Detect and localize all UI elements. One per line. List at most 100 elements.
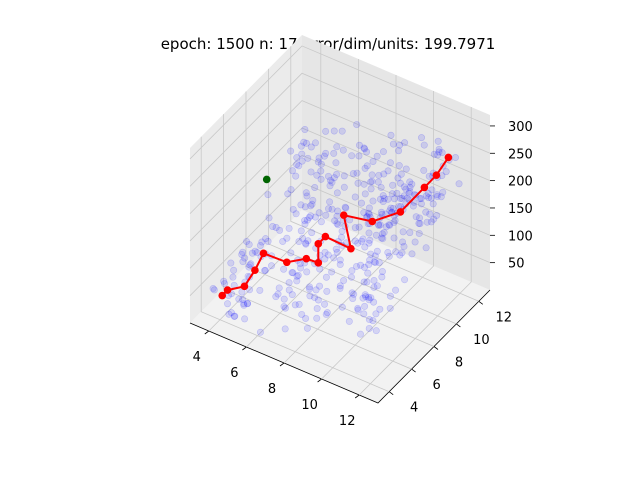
background-point — [353, 121, 361, 129]
path-point — [396, 208, 405, 216]
grid-lines — [189, 43, 491, 396]
background-point — [246, 286, 254, 294]
background-point — [430, 215, 438, 223]
background-point — [367, 294, 375, 302]
path-point — [444, 153, 453, 162]
background-point — [406, 178, 414, 186]
background-point — [245, 241, 253, 249]
background-point — [378, 273, 386, 281]
background-point — [239, 258, 247, 266]
background-point — [322, 211, 330, 219]
background-point — [328, 178, 336, 186]
background-point — [288, 167, 296, 175]
background-point — [251, 247, 259, 255]
background-point — [230, 266, 238, 274]
background-point — [417, 200, 425, 208]
y-tick-mark — [411, 368, 416, 373]
background-point — [321, 255, 329, 263]
background-point — [317, 167, 325, 175]
background-point — [297, 227, 305, 235]
path-point — [420, 183, 429, 192]
background-point — [360, 180, 368, 188]
background-point — [324, 172, 332, 180]
background-point — [302, 314, 310, 322]
background-point — [264, 191, 272, 199]
background-point — [272, 223, 280, 231]
background-point — [396, 179, 404, 187]
background-point — [288, 269, 296, 277]
background-point — [315, 209, 323, 217]
background-point — [384, 195, 392, 203]
background-point — [336, 282, 344, 290]
background-point — [338, 227, 346, 235]
background-point — [324, 251, 332, 259]
background-point — [287, 147, 295, 155]
background-point — [304, 154, 312, 162]
y-tick-label: 12 — [496, 310, 513, 325]
path-point — [218, 291, 227, 300]
background-point — [397, 170, 405, 178]
path-point — [339, 211, 348, 219]
background-point — [360, 144, 368, 152]
background-point — [362, 293, 370, 301]
background-point — [229, 273, 237, 281]
path-point — [302, 254, 311, 263]
x-tick-mark — [204, 330, 210, 335]
background-point — [314, 296, 322, 304]
background-point — [301, 125, 309, 133]
background-point — [380, 170, 388, 178]
y-tick-label: 4 — [410, 401, 418, 416]
background-point — [400, 183, 408, 191]
background-point — [248, 249, 256, 257]
background-point — [439, 188, 447, 196]
background-point — [360, 310, 368, 318]
background-point — [334, 207, 342, 215]
x-tick-label: 6 — [230, 366, 238, 381]
background-point — [390, 234, 398, 242]
background-point — [373, 247, 381, 255]
background-point — [384, 167, 392, 175]
background-point — [392, 286, 400, 294]
background-point — [357, 261, 365, 269]
background-point — [364, 269, 372, 277]
background-point — [307, 143, 315, 151]
path-point — [240, 282, 249, 291]
background-point — [297, 201, 305, 209]
background-point — [427, 194, 435, 202]
background-point — [378, 230, 386, 238]
background-point — [307, 212, 315, 220]
background-point — [300, 138, 308, 146]
background-point — [393, 189, 401, 197]
background-point — [279, 237, 287, 245]
background-point — [378, 268, 386, 276]
path-point — [314, 240, 323, 248]
background-point — [396, 251, 404, 259]
background-point — [324, 205, 332, 213]
background-point — [339, 146, 347, 154]
background-point — [355, 141, 363, 149]
background-point — [437, 193, 445, 201]
background-point — [396, 141, 404, 149]
background-point — [313, 305, 321, 313]
background-point — [372, 310, 380, 318]
background-point — [243, 299, 251, 307]
background-point — [376, 305, 384, 313]
background-point — [225, 310, 233, 318]
background-point — [384, 248, 392, 256]
background-point — [399, 238, 407, 246]
background-point — [366, 256, 374, 264]
background-point — [258, 238, 266, 246]
background-point — [336, 261, 344, 269]
background-point — [402, 185, 410, 193]
background-point — [328, 268, 336, 276]
background-point — [434, 137, 442, 145]
background-point — [299, 234, 307, 242]
y-tick-mark — [388, 391, 394, 396]
background-point — [425, 172, 433, 180]
background-point — [361, 243, 369, 251]
background-point — [322, 310, 330, 318]
background-point — [244, 300, 252, 308]
grid-line — [200, 136, 390, 393]
background-point — [422, 208, 430, 216]
